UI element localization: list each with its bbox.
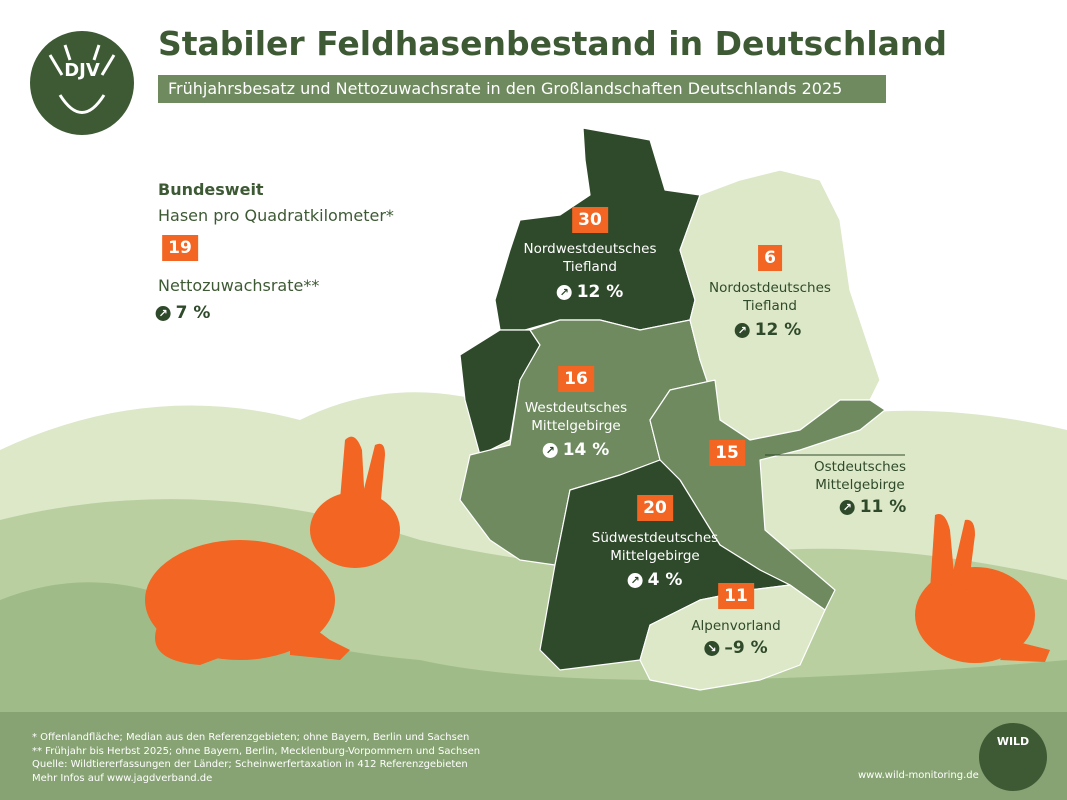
region-density: 16: [558, 366, 594, 392]
national-rate: ↗ 7 %: [155, 303, 211, 323]
region-density: 11: [718, 583, 754, 609]
region-density: 15: [709, 440, 745, 466]
trend-icon: ↗: [155, 305, 171, 321]
footnote: * Offenlandfläche; Median aus den Refere…: [32, 732, 470, 743]
region-rate: ↗ 14 %: [542, 440, 610, 460]
national-rate-label: Nettozuwachsrate**: [158, 276, 320, 295]
region-name: Nordwestdeutsches Tiefland: [523, 241, 657, 275]
trend-icon: ↗: [542, 442, 558, 458]
region-rate-value: –9 %: [724, 638, 768, 658]
region-rate-value: 12 %: [754, 320, 802, 340]
national-rate-value: 7 %: [175, 303, 211, 323]
region-rate: ↗ 4 %: [627, 570, 683, 590]
footnote: ** Frühjahr bis Herbst 2025; ohne Bayern…: [32, 745, 481, 757]
footnotes: * Offenlandfläche; Median aus den Refere…: [32, 731, 480, 785]
title: Stabiler Feldhasenbestand in Deutschland: [158, 24, 948, 63]
region-name: Nordostdeutsches Tiefland: [709, 280, 831, 314]
region-density: 20: [637, 495, 673, 521]
wild-logo-label: WILD: [996, 735, 1030, 748]
subtitle: Frühjahrsbesatz und Nettozuwachsrate in …: [168, 79, 843, 98]
footnote: Mehr Infos auf www.jagdverband.de: [32, 772, 213, 784]
national-heading: Bundesweit: [158, 180, 264, 199]
region-rate-value: 14 %: [562, 440, 610, 460]
trend-icon: ↗: [734, 322, 750, 338]
trend-icon: ↗: [627, 572, 643, 588]
region-density: 6: [758, 245, 782, 271]
region-density: 30: [572, 207, 608, 233]
footnote: Quelle: Wildtiererfassungen der Länder; …: [32, 759, 468, 770]
national-density-label: Hasen pro Quadratkilometer*: [158, 206, 394, 225]
national-density: 19: [162, 235, 198, 261]
trend-icon: ↗: [556, 284, 572, 300]
region-name: Ostdeutsches Mittelgebirge: [813, 459, 907, 493]
region-rate-value: 11 %: [859, 497, 907, 517]
region-name: Westdeutsches Mittelgebirge: [524, 400, 628, 434]
region-rate: ↗ 11 %: [839, 497, 907, 517]
region-rate-value: 4 %: [647, 570, 683, 590]
region-rate: ↗ 12 %: [556, 282, 624, 302]
region-name: Südwestdeutsches Mittelgebirge: [591, 530, 719, 564]
region-rate-value: 12 %: [576, 282, 624, 302]
trend-icon: ↘: [704, 640, 720, 656]
logo-label: DJV: [64, 60, 100, 81]
region-rate: ↗ 12 %: [734, 320, 802, 340]
url: www.wild-monitoring.de: [858, 770, 979, 781]
trend-icon: ↗: [839, 499, 855, 515]
region-rate: ↘ –9 %: [704, 638, 768, 658]
region-name: Alpenvorland: [691, 618, 781, 634]
